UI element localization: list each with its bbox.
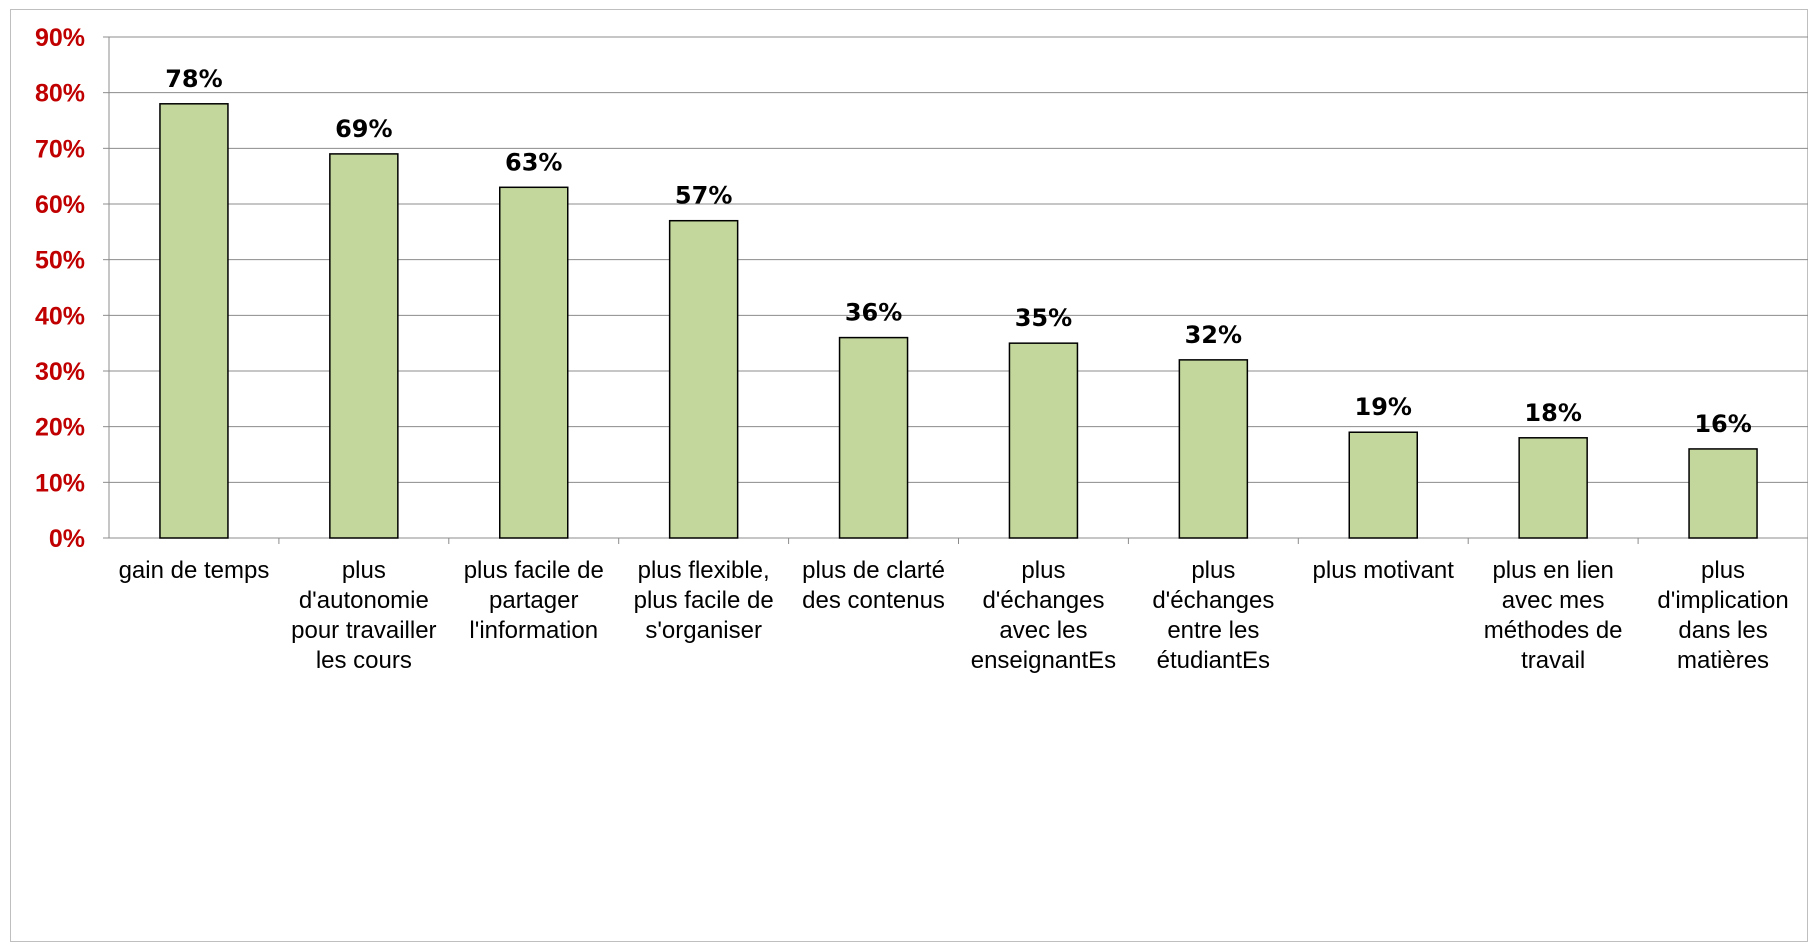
y-tick-label: 50% — [35, 247, 85, 275]
category-label-line: plus facile de — [464, 557, 604, 584]
bar — [159, 103, 229, 539]
category-label-line: plus — [1191, 557, 1235, 584]
bar — [1008, 342, 1079, 539]
data-label: 63% — [505, 148, 562, 176]
category-label: plus d'autonomie pour travailler les cours — [291, 557, 436, 674]
category-label-line: plus facile de — [634, 587, 774, 614]
bar — [1178, 359, 1249, 539]
category-label-line: des contenus — [802, 587, 945, 614]
data-label: 69% — [335, 115, 392, 143]
category-label-line: étudiantEs — [1157, 647, 1270, 674]
category-label-line: plus — [1701, 557, 1745, 584]
category-label-line: dans les — [1678, 617, 1767, 644]
category-label: plus flexible, plus facile de s'organiser — [634, 557, 774, 644]
category-label-line: gain de temps — [119, 557, 270, 584]
category-label-line: méthodes de — [1484, 617, 1623, 644]
data-label: 19% — [1355, 393, 1412, 421]
y-tick-label: 60% — [35, 191, 85, 219]
category-label-line: entre les — [1167, 617, 1259, 644]
category-label: plus d'échanges avec les enseignantEs — [971, 557, 1116, 674]
bar — [668, 219, 739, 539]
data-label: 35% — [1015, 304, 1072, 332]
y-tick-label: 0% — [49, 525, 85, 553]
category-label: plus d'implication dans les matières — [1657, 557, 1788, 674]
category-label-line: d'autonomie — [299, 587, 429, 614]
category-label-line: d'échanges — [1152, 587, 1274, 614]
category-label: plus de clarté des contenus — [802, 557, 945, 614]
data-label: 32% — [1185, 321, 1242, 349]
category-label: plus facile de partager l'information — [464, 557, 604, 644]
bar — [1348, 431, 1418, 539]
bar — [1688, 448, 1758, 539]
y-tick-label: 70% — [35, 135, 85, 163]
y-tick-label: 40% — [35, 302, 85, 330]
bar — [329, 153, 399, 539]
category-label-line: l'information — [469, 617, 598, 644]
category-label-line: plus de clarté — [802, 557, 945, 584]
y-tick-label: 10% — [35, 469, 85, 497]
category-label-line: avec mes — [1502, 587, 1605, 614]
bar — [499, 186, 569, 539]
category-label-line: travail — [1521, 647, 1585, 674]
category-label-line: matières — [1677, 647, 1769, 674]
category-label-line: s'organiser — [645, 617, 762, 644]
category-label: gain de temps — [119, 557, 270, 584]
category-label-line: partager — [489, 587, 578, 614]
category-label: plus en lien avec mes méthodes de travail — [1484, 557, 1623, 674]
data-label: 18% — [1524, 399, 1581, 427]
bar — [838, 336, 909, 539]
category-label-line: d'implication — [1657, 587, 1788, 614]
y-tick-label: 90% — [35, 24, 85, 52]
category-label: plus d'échanges entre les étudiantEs — [1152, 557, 1274, 674]
category-label-line: pour travailler — [291, 617, 436, 644]
bar — [1518, 437, 1588, 539]
y-tick-label: 20% — [35, 414, 85, 442]
category-label-line: plus — [342, 557, 386, 584]
category-label-line: plus — [1021, 557, 1065, 584]
category-label-line: plus flexible, — [638, 557, 770, 584]
category-label-line: avec les — [999, 617, 1087, 644]
category-label: plus motivant — [1313, 557, 1455, 584]
data-label: 36% — [845, 299, 902, 327]
category-label-line: d'échanges — [982, 587, 1104, 614]
data-label: 16% — [1694, 410, 1751, 438]
category-label-line: les cours — [316, 647, 412, 674]
data-label: 78% — [165, 65, 222, 93]
category-label-line: plus motivant — [1313, 557, 1455, 584]
chart-frame — [10, 9, 1808, 942]
y-tick-label: 30% — [35, 358, 85, 386]
category-label-line: enseignantEs — [971, 647, 1116, 674]
data-label: 57% — [675, 182, 732, 210]
y-tick-label: 80% — [35, 80, 85, 108]
category-label-line: plus en lien — [1492, 557, 1613, 584]
